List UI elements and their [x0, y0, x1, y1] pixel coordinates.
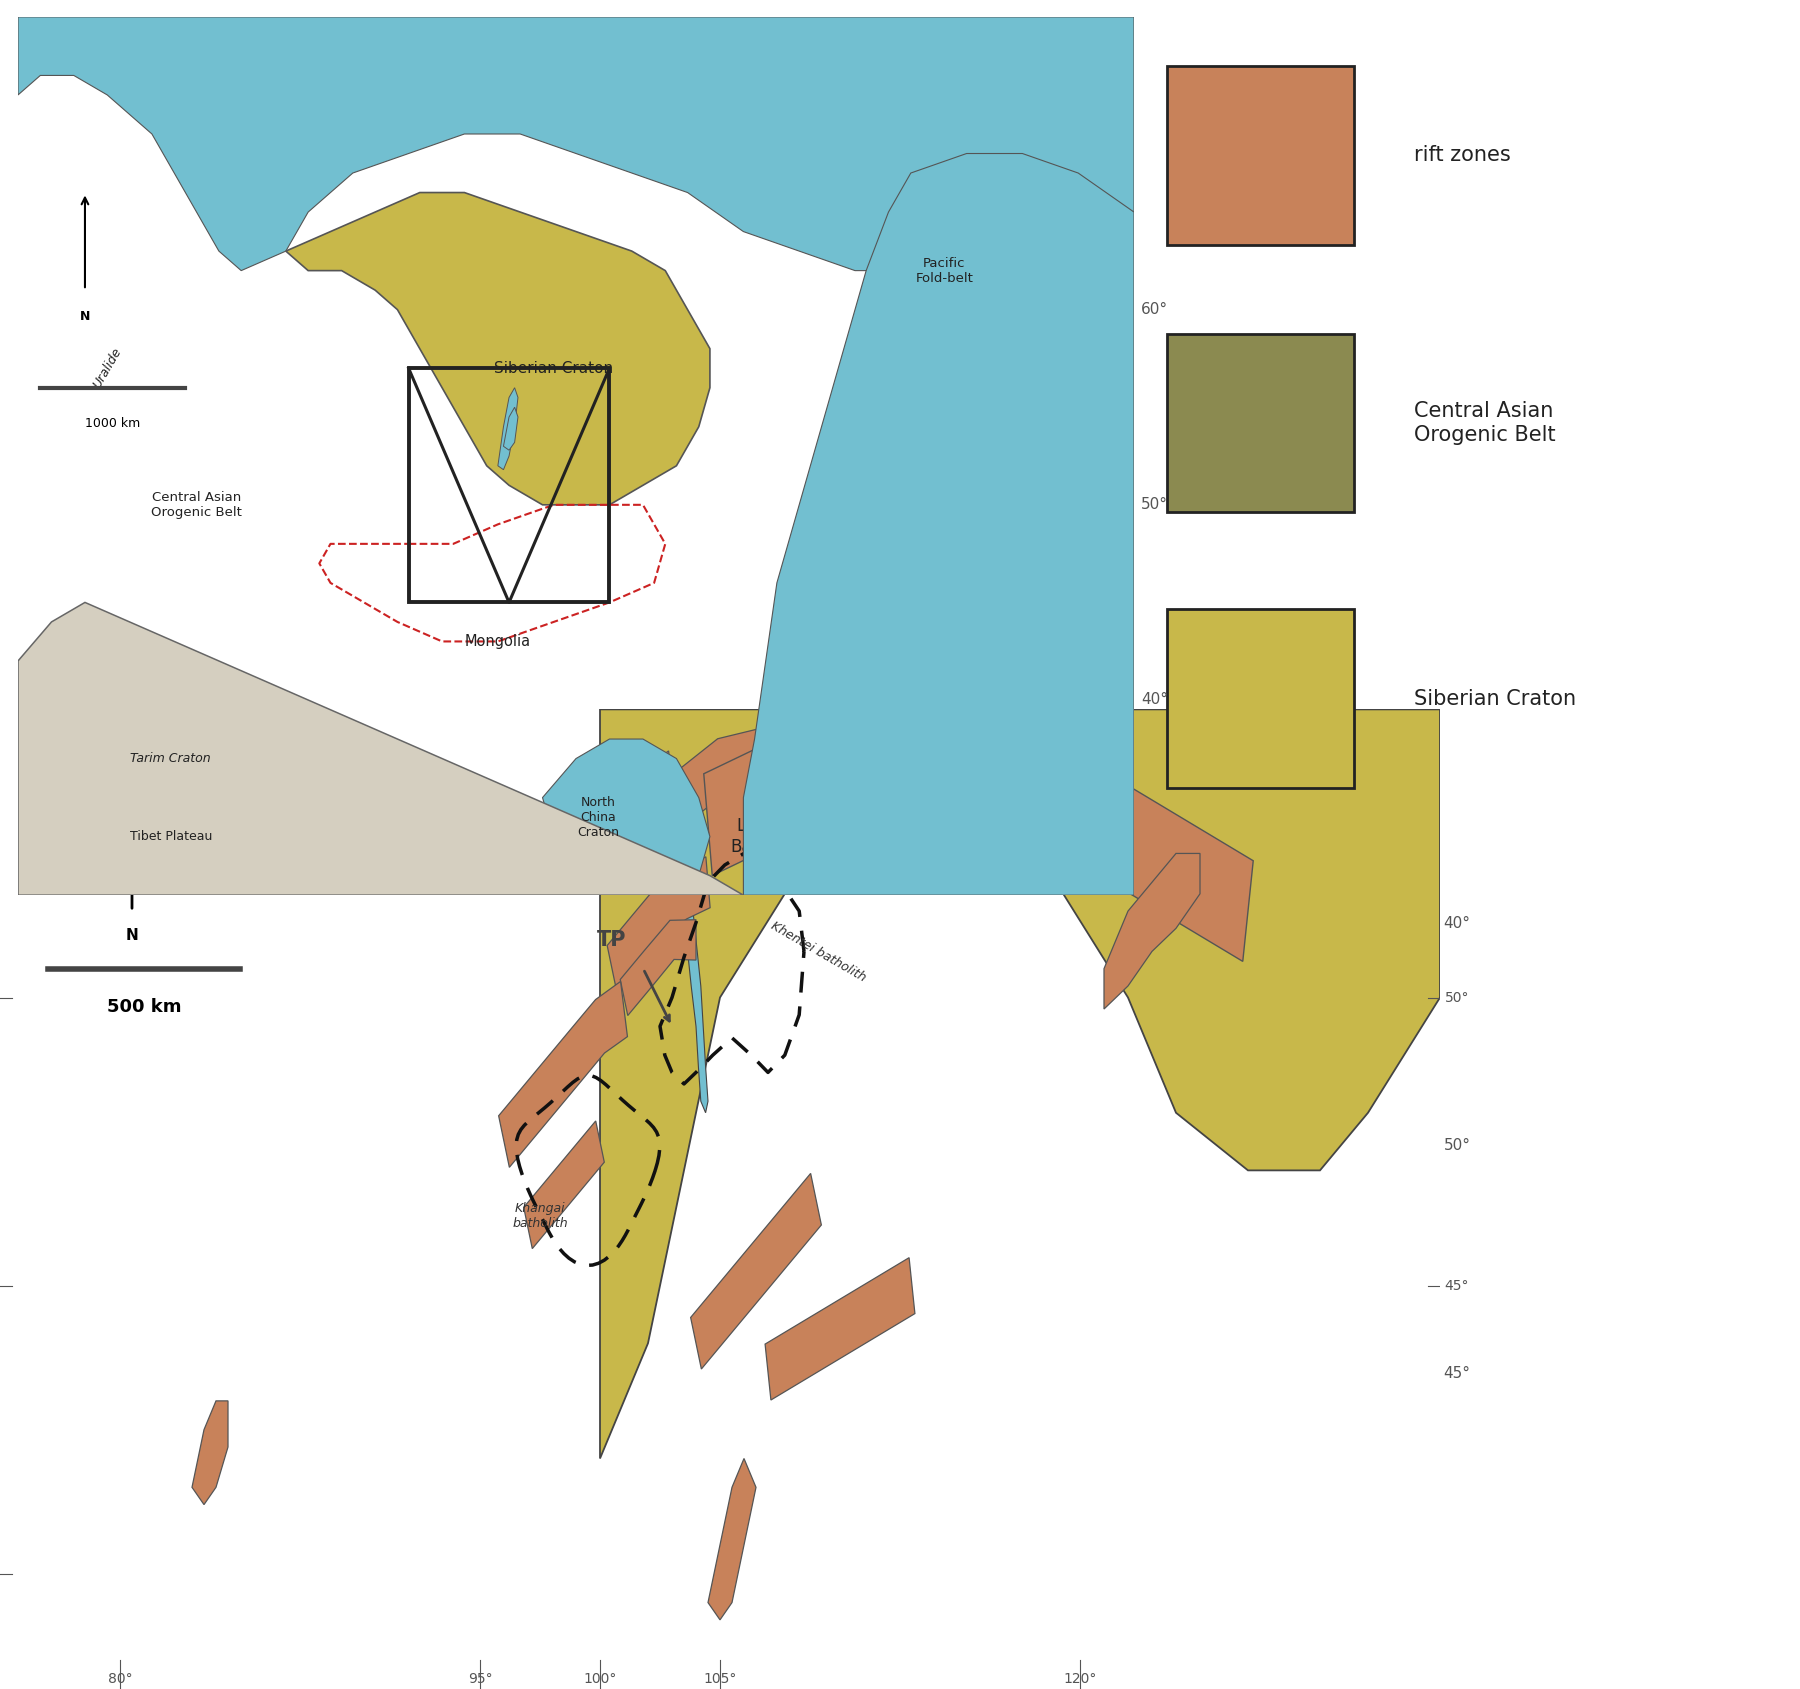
Text: 80°: 80°: [108, 1672, 133, 1686]
Text: 95°: 95°: [468, 1672, 493, 1686]
Polygon shape: [524, 1121, 605, 1248]
Text: Central Asian
Orogenic Belt: Central Asian Orogenic Belt: [1413, 402, 1555, 444]
Text: N: N: [126, 929, 139, 944]
Text: 100°: 100°: [583, 1672, 617, 1686]
Bar: [1166, 66, 1354, 245]
Text: 120°: 120°: [1064, 1672, 1096, 1686]
Text: Uralide: Uralide: [90, 346, 124, 390]
Polygon shape: [691, 1174, 821, 1370]
Polygon shape: [286, 193, 709, 505]
Text: North
China
Craton: North China Craton: [578, 796, 619, 839]
Text: Khentei batholith: Khentei batholith: [769, 919, 868, 985]
Polygon shape: [707, 1459, 756, 1620]
Text: Mongolia: Mongolia: [464, 633, 531, 649]
Polygon shape: [680, 681, 913, 823]
Polygon shape: [1103, 853, 1201, 1008]
Polygon shape: [621, 921, 697, 1015]
Text: 60°: 60°: [1141, 302, 1168, 318]
Text: Lake
Baikal: Lake Baikal: [731, 817, 781, 856]
Text: 40°: 40°: [1141, 692, 1168, 708]
Text: rift zones: rift zones: [1413, 145, 1510, 166]
Text: 1000 km: 1000 km: [85, 417, 140, 431]
Polygon shape: [704, 704, 1253, 961]
Text: Siberian Craton: Siberian Craton: [495, 361, 614, 375]
Text: 50°: 50°: [1445, 990, 1469, 1005]
Text: Tibet Plateau: Tibet Plateau: [130, 829, 212, 843]
Polygon shape: [743, 154, 1134, 895]
Bar: [1166, 610, 1354, 787]
Polygon shape: [504, 407, 518, 451]
Text: 40°: 40°: [1444, 917, 1471, 931]
Text: 50°: 50°: [1444, 1138, 1471, 1152]
Polygon shape: [599, 709, 1440, 1459]
Polygon shape: [499, 388, 518, 470]
Text: 105°: 105°: [704, 1672, 736, 1686]
Polygon shape: [765, 1258, 914, 1400]
Text: 500 km: 500 km: [106, 998, 182, 1015]
Text: 50°: 50°: [1141, 497, 1168, 512]
Text: TP: TP: [598, 931, 626, 949]
Text: N: N: [79, 309, 90, 323]
Polygon shape: [193, 1400, 229, 1505]
Text: Pacific
Fold-belt: Pacific Fold-belt: [916, 257, 974, 285]
Polygon shape: [542, 740, 709, 895]
Polygon shape: [18, 603, 743, 895]
Text: 45°: 45°: [1445, 1279, 1469, 1292]
Polygon shape: [18, 17, 1134, 270]
Text: Khangai
batholith: Khangai batholith: [513, 1203, 567, 1231]
Polygon shape: [594, 752, 675, 880]
Bar: [1166, 334, 1354, 512]
Text: 45°: 45°: [1444, 1366, 1471, 1380]
Polygon shape: [677, 836, 707, 1113]
Polygon shape: [499, 981, 628, 1167]
Text: Siberian Craton: Siberian Craton: [1413, 689, 1575, 709]
Text: Tarim Craton: Tarim Craton: [130, 752, 211, 765]
Bar: [409, 368, 610, 603]
Polygon shape: [607, 856, 711, 991]
Text: Central Asian
Orogenic Belt: Central Asian Orogenic Belt: [151, 491, 241, 519]
